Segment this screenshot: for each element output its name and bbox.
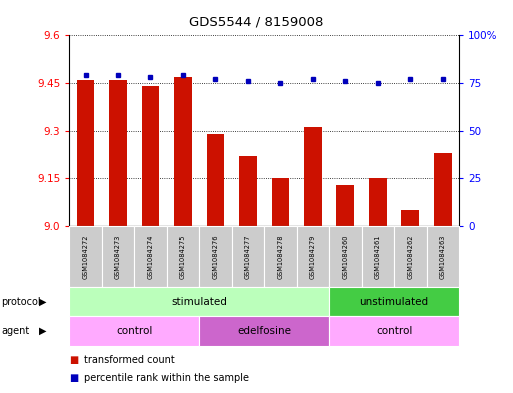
Text: ■: ■ bbox=[69, 373, 78, 383]
Text: ■: ■ bbox=[69, 354, 78, 365]
Text: GSM1084260: GSM1084260 bbox=[342, 234, 348, 279]
Text: GSM1084261: GSM1084261 bbox=[375, 234, 381, 279]
Text: control: control bbox=[116, 326, 152, 336]
Bar bbox=[337, 185, 354, 226]
Text: GSM1084277: GSM1084277 bbox=[245, 234, 251, 279]
Bar bbox=[434, 153, 452, 226]
Text: GDS5544 / 8159008: GDS5544 / 8159008 bbox=[189, 16, 324, 29]
Text: stimulated: stimulated bbox=[171, 297, 227, 307]
Text: control: control bbox=[376, 326, 412, 336]
Text: agent: agent bbox=[2, 326, 30, 336]
Text: GSM1084274: GSM1084274 bbox=[147, 234, 153, 279]
Text: GSM1084278: GSM1084278 bbox=[278, 234, 284, 279]
Bar bbox=[402, 210, 419, 226]
Bar bbox=[304, 127, 322, 226]
Text: unstimulated: unstimulated bbox=[360, 297, 429, 307]
Text: GSM1084262: GSM1084262 bbox=[407, 234, 413, 279]
Text: GSM1084273: GSM1084273 bbox=[115, 234, 121, 279]
Bar bbox=[369, 178, 387, 226]
Bar bbox=[174, 77, 192, 226]
Text: protocol: protocol bbox=[2, 297, 41, 307]
Bar bbox=[142, 86, 160, 226]
Text: transformed count: transformed count bbox=[84, 354, 174, 365]
Text: GSM1084263: GSM1084263 bbox=[440, 234, 446, 279]
Bar bbox=[76, 80, 94, 226]
Bar bbox=[239, 156, 257, 226]
Text: edelfosine: edelfosine bbox=[237, 326, 291, 336]
Text: ▶: ▶ bbox=[39, 326, 46, 336]
Text: GSM1084279: GSM1084279 bbox=[310, 234, 316, 279]
Bar bbox=[109, 80, 127, 226]
Text: GSM1084272: GSM1084272 bbox=[83, 234, 89, 279]
Text: percentile rank within the sample: percentile rank within the sample bbox=[84, 373, 249, 383]
Text: GSM1084275: GSM1084275 bbox=[180, 234, 186, 279]
Bar bbox=[207, 134, 224, 226]
Bar bbox=[271, 178, 289, 226]
Text: GSM1084276: GSM1084276 bbox=[212, 234, 219, 279]
Text: ▶: ▶ bbox=[39, 297, 46, 307]
